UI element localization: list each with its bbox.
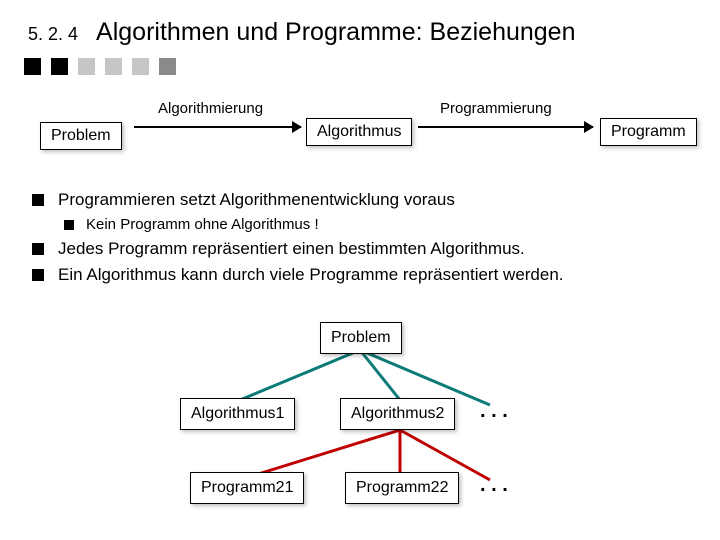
flow-label-programmierung: Programmierung xyxy=(440,100,552,117)
bullet-item: Programmieren setzt Algorithmenentwicklu… xyxy=(32,190,690,210)
slide-title: Algorithmen und Programme: Beziehungen xyxy=(96,18,575,47)
deco-square xyxy=(78,58,95,75)
tree-box-prog22: Programm22 xyxy=(345,472,459,504)
bullet-icon xyxy=(32,243,44,255)
tree-dots: . . . xyxy=(480,400,508,423)
bullet-text: Kein Programm ohne Algorithmus ! xyxy=(86,216,319,233)
bullet-text: Ein Algorithmus kann durch viele Program… xyxy=(58,265,564,285)
tree-diagram: Problem Algorithmus1 Algorithmus2 . . . … xyxy=(0,320,720,530)
tree-box-alg1: Algorithmus1 xyxy=(180,398,295,430)
deco-square xyxy=(105,58,122,75)
arrow-icon xyxy=(134,126,301,128)
bullet-text: Programmieren setzt Algorithmenentwicklu… xyxy=(58,190,455,210)
tree-box-problem: Problem xyxy=(320,322,402,354)
bullet-icon xyxy=(64,220,74,230)
flow-label-algorithmierung: Algorithmierung xyxy=(158,100,263,117)
bullet-icon xyxy=(32,194,44,206)
tree-box-prog21: Programm21 xyxy=(190,472,304,504)
bullet-item: Kein Programm ohne Algorithmus ! xyxy=(64,216,690,233)
title-row: 5. 2. 4 Algorithmen und Programme: Bezie… xyxy=(28,18,576,47)
flow-box-programm: Programm xyxy=(600,118,697,146)
section-number: 5. 2. 4 xyxy=(28,24,78,45)
bullet-text: Jedes Programm repräsentiert einen besti… xyxy=(58,239,525,259)
deco-square xyxy=(159,58,176,75)
tree-dots: . . . xyxy=(480,474,508,497)
flow-box-algorithmus: Algorithmus xyxy=(306,118,412,146)
deco-square xyxy=(132,58,149,75)
bullet-item: Jedes Programm repräsentiert einen besti… xyxy=(32,239,690,259)
tree-box-alg2: Algorithmus2 xyxy=(340,398,455,430)
bullet-list: Programmieren setzt Algorithmenentwicklu… xyxy=(32,190,690,291)
deco-square xyxy=(24,58,41,75)
bullet-item: Ein Algorithmus kann durch viele Program… xyxy=(32,265,690,285)
bullet-icon xyxy=(32,269,44,281)
flow-box-problem: Problem xyxy=(40,122,122,150)
deco-square xyxy=(51,58,68,75)
flow-diagram: Problem Algorithmierung Algorithmus Prog… xyxy=(40,100,690,160)
arrow-icon xyxy=(418,126,593,128)
decorator-squares xyxy=(24,58,176,75)
